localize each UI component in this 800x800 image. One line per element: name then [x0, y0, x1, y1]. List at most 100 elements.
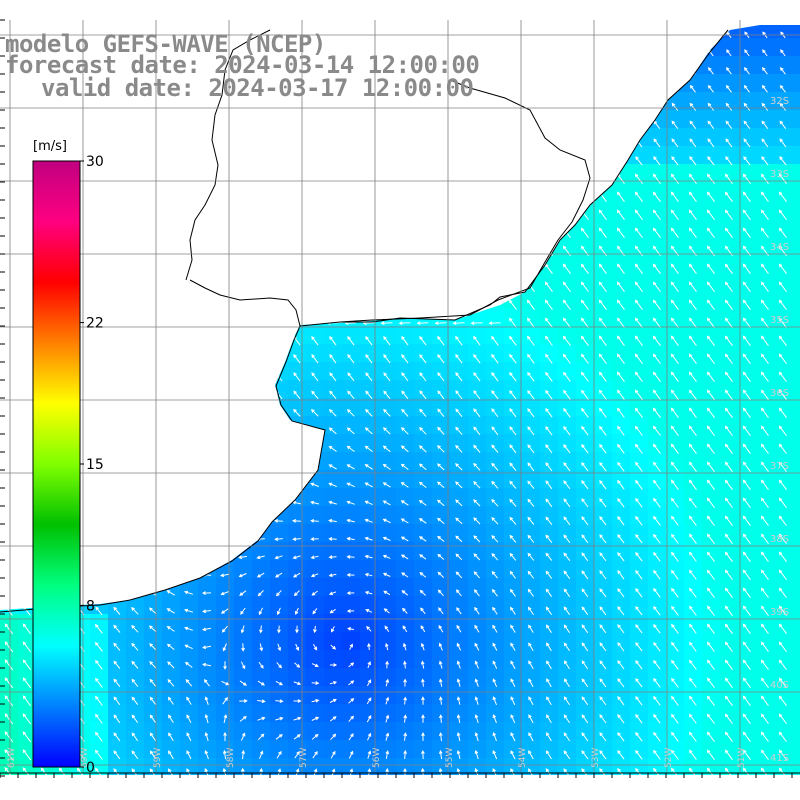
wind-arrow	[239, 699, 248, 703]
wind-cell	[108, 704, 127, 723]
wind-arrow	[760, 533, 769, 544]
wind-arrow	[724, 371, 733, 382]
wind-cell	[468, 596, 487, 615]
wind-arrow	[617, 696, 625, 706]
wind-cell	[558, 542, 577, 561]
wind-cell	[540, 344, 559, 363]
wind-arrow	[581, 552, 589, 562]
wind-arrow	[385, 678, 390, 687]
wind-cell	[774, 164, 793, 183]
wind-cell	[396, 740, 415, 759]
wind-cell	[306, 344, 325, 363]
wind-arrow	[743, 84, 750, 93]
wind-arrow	[4, 641, 14, 653]
wind-arrow	[473, 499, 481, 507]
wind-cell	[702, 56, 721, 75]
wind-cell	[558, 344, 577, 363]
wind-arrow	[689, 156, 697, 166]
wind-cell	[720, 542, 739, 561]
wind-cell	[666, 686, 685, 705]
wind-arrow	[724, 713, 733, 724]
wind-cell	[324, 704, 343, 723]
wind-arrow	[22, 623, 31, 635]
wind-cell	[702, 722, 721, 741]
wind-cell	[774, 218, 793, 237]
wind-cell	[792, 524, 800, 543]
wind-cell	[360, 470, 379, 489]
wind-arrow	[545, 552, 553, 561]
wind-arrow	[312, 751, 318, 759]
wind-cell	[684, 164, 703, 183]
wind-arrow	[563, 678, 570, 688]
wind-cell	[684, 470, 703, 489]
wind-cell	[792, 668, 800, 687]
wind-arrow	[383, 590, 391, 596]
wind-cell	[324, 758, 343, 775]
wind-arrow	[671, 120, 679, 130]
wind-cell	[0, 704, 19, 723]
wind-cell	[252, 758, 271, 775]
wind-arrow	[419, 408, 427, 417]
wind-arrow	[385, 714, 390, 723]
wind-arrow	[635, 749, 643, 760]
wind-cell	[558, 704, 577, 723]
wind-arrow	[760, 569, 769, 580]
wind-cell	[576, 416, 595, 435]
wind-cell	[18, 722, 37, 741]
wind-arrow	[652, 209, 661, 220]
wind-cell	[360, 740, 379, 759]
wind-cell	[630, 452, 649, 471]
wind-cell	[378, 740, 397, 759]
wind-cell	[522, 380, 541, 399]
wind-arrow	[634, 389, 643, 400]
wind-cell	[450, 686, 469, 705]
wind-arrow	[347, 372, 355, 382]
wind-cell	[666, 578, 685, 597]
wind-arrow	[274, 519, 283, 523]
wind-cell	[738, 38, 757, 57]
wind-cell	[684, 146, 703, 165]
wind-arrow	[724, 407, 733, 418]
wind-arrow	[670, 353, 679, 364]
wind-cell	[774, 236, 793, 255]
wind-arrow	[617, 678, 625, 688]
wind-arrow	[760, 281, 769, 292]
wind-arrow	[671, 623, 679, 634]
wind-arrow	[383, 372, 391, 382]
wind-cell	[756, 218, 775, 237]
wind-cell	[612, 506, 631, 525]
wind-cell	[702, 92, 721, 111]
wind-arrow	[616, 335, 625, 346]
wind-arrow	[760, 713, 769, 724]
wind-arrow	[778, 569, 787, 580]
wind-cell	[702, 308, 721, 327]
wind-arrow	[778, 623, 787, 634]
wind-arrow	[653, 749, 661, 760]
longitude-label: 55W	[445, 748, 455, 768]
wind-cell	[450, 632, 469, 651]
wind-arrow	[456, 714, 461, 724]
wind-cell	[684, 668, 703, 687]
wind-cell	[666, 200, 685, 219]
wind-cell	[594, 308, 613, 327]
wind-cell	[270, 542, 289, 561]
wind-cell	[468, 722, 487, 741]
latitude-label: 40S	[770, 680, 789, 691]
wind-arrow	[277, 643, 282, 652]
wind-cell	[612, 524, 631, 543]
wind-cell	[486, 542, 505, 561]
wind-arrow	[724, 551, 733, 562]
wind-cell	[738, 524, 757, 543]
wind-arrow	[293, 734, 301, 740]
wind-arrow	[563, 570, 571, 580]
wind-cell	[522, 740, 541, 759]
wind-arrow	[670, 497, 679, 508]
wind-arrow	[742, 335, 751, 346]
wind-arrow	[688, 443, 697, 454]
wind-arrow	[257, 733, 265, 741]
colorbar	[32, 160, 81, 768]
wind-arrow	[510, 750, 516, 760]
wind-arrow	[616, 389, 625, 400]
wind-arrow	[348, 680, 355, 686]
wind-cell	[414, 524, 433, 543]
